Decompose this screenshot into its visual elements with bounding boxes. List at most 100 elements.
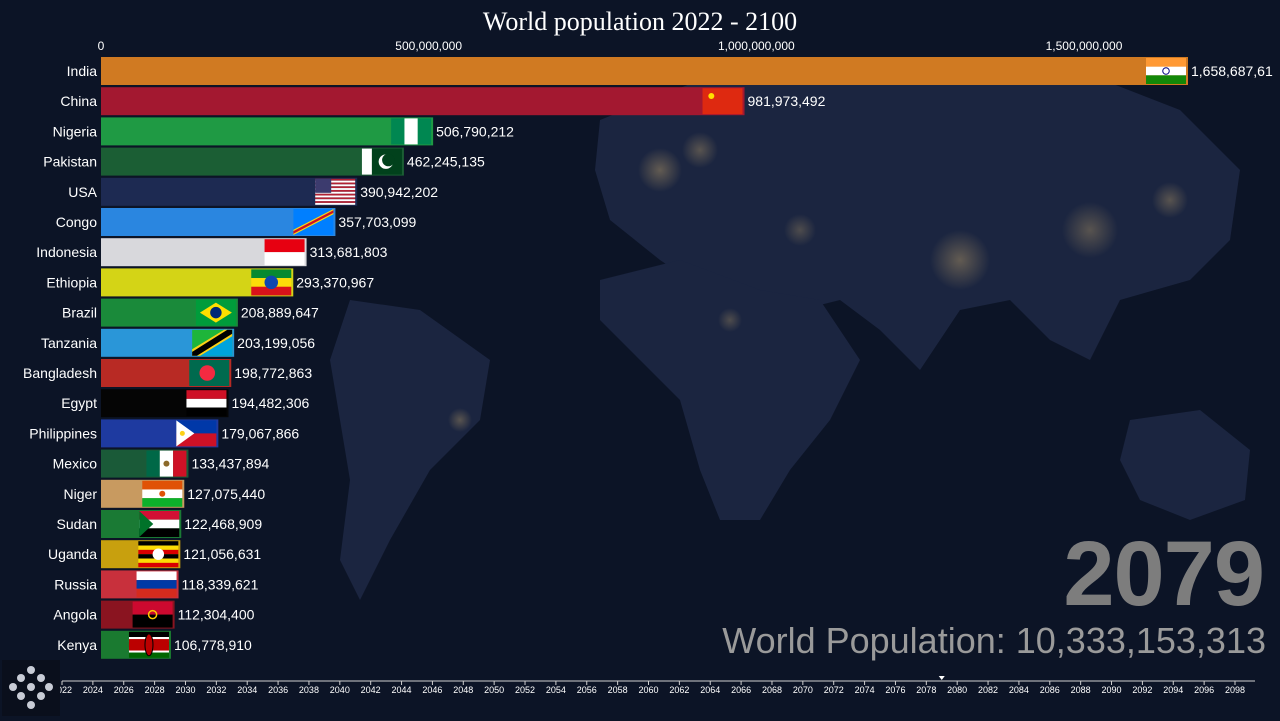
bar-row: Mexico 133,437,894	[53, 449, 270, 478]
bar-row: Tanzania 203,199,056	[41, 328, 315, 357]
timeline-tick-label: 2048	[453, 685, 473, 695]
timeline-tick-label: 2026	[114, 685, 134, 695]
bar	[101, 57, 1188, 85]
flag-china-icon	[702, 88, 743, 115]
bar-category-label: USA	[68, 184, 97, 200]
bar-category-label: Ethiopia	[46, 274, 97, 290]
timeline-tick-label: 2040	[330, 685, 350, 695]
timeline-current-marker	[938, 676, 945, 680]
bar-category-label: Uganda	[48, 546, 97, 562]
bar-value-label: 121,056,631	[183, 546, 261, 562]
bar-value-label: 203,199,056	[237, 335, 315, 351]
timeline-tick-label: 2090	[1102, 685, 1122, 695]
chart-title: World population 2022 - 2100	[483, 7, 797, 36]
flag-pakistan-icon	[361, 148, 402, 175]
timeline-tick-label: 2080	[947, 685, 967, 695]
timeline-tick-label: 2076	[885, 685, 905, 695]
flag-egypt-icon	[186, 390, 227, 417]
timeline-tick-label: 2042	[361, 685, 381, 695]
bar-row: Nigeria 506,790,212	[53, 117, 514, 146]
bar	[101, 117, 434, 146]
bar-row: Pakistan 462,245,135	[43, 147, 485, 176]
timeline-tick-label: 2084	[1009, 685, 1029, 695]
timeline-tick-label: 2096	[1194, 685, 1214, 695]
timeline-tick-label: 2068	[762, 685, 782, 695]
bar-row: Uganda 121,056,631	[48, 540, 261, 569]
timeline-tick-label: 2032	[206, 685, 226, 695]
x-tick-label: 0	[98, 39, 105, 53]
bar-row: USA 390,942,202	[68, 177, 438, 206]
bar-value-label: 390,942,202	[360, 184, 438, 200]
bar-value-label: 506,790,212	[436, 123, 514, 139]
timeline-tick-label: 2066	[731, 685, 751, 695]
timeline-tick-label: 2022	[52, 685, 72, 695]
timeline-tick-label: 2074	[855, 685, 875, 695]
bar-row: Russia 118,339,621	[54, 570, 259, 599]
bar-row: India 1,658,687,61	[67, 57, 1273, 85]
bar-row: Kenya 106,778,910	[57, 630, 252, 659]
timeline-tick-label: 2070	[793, 685, 813, 695]
flag-tanzania-icon	[192, 329, 233, 356]
flag-indonesia-icon	[264, 239, 305, 266]
timeline-tick-label: 2038	[299, 685, 319, 695]
bar-category-label: Bangladesh	[23, 365, 97, 381]
flag-sudan-icon	[139, 511, 180, 537]
timeline-tick-label: 2052	[515, 685, 535, 695]
bar-value-label: 293,370,967	[296, 274, 374, 290]
bar-value-label: 1,658,687,61	[1191, 63, 1273, 79]
flag-niger-icon	[142, 480, 183, 507]
bar-category-label: India	[67, 63, 98, 79]
bar-value-label: 179,067,866	[221, 425, 299, 441]
flag-uganda-icon	[138, 541, 179, 568]
timeline-tick-label: 2024	[83, 685, 103, 695]
flag-usa-icon	[315, 178, 356, 205]
bar-value-label: 106,778,910	[174, 637, 252, 653]
bar-value-label: 122,468,909	[184, 516, 262, 532]
bar-category-label: Mexico	[53, 456, 98, 472]
timeline-tick-label: 2056	[577, 685, 597, 695]
bar-value-label: 208,889,647	[241, 305, 319, 321]
flag-angola-icon	[132, 601, 173, 628]
flag-brazil-icon	[195, 299, 236, 326]
flag-bangladesh-icon	[189, 360, 230, 386]
bar-category-label: Angola	[53, 607, 97, 623]
channel-logo-icon	[9, 666, 53, 709]
timeline-tick-label: 2050	[484, 685, 504, 695]
timeline-tick-label: 2098	[1225, 685, 1245, 695]
timeline-tick-label: 2064	[700, 685, 720, 695]
bar-row: Philippines 179,067,866	[29, 419, 299, 448]
bar-category-label: Congo	[56, 214, 97, 230]
bar-category-label: Egypt	[61, 395, 97, 411]
flag-nigeria-icon	[391, 118, 432, 145]
timeline-tick-label: 2034	[237, 685, 257, 695]
timeline-tick-label: 2058	[608, 685, 628, 695]
bar-row: Angola 112,304,400	[53, 600, 255, 629]
bar-value-label: 127,075,440	[187, 486, 265, 502]
bar-value-label: 198,772,863	[234, 365, 312, 381]
timeline-tick-label: 2094	[1163, 685, 1183, 695]
timeline-tick-label: 2028	[145, 685, 165, 695]
timeline-tick-label: 2082	[978, 685, 998, 695]
bar-category-label: Nigeria	[53, 123, 98, 139]
bar-row: China 981,973,492	[60, 87, 826, 116]
bar-category-label: Pakistan	[43, 154, 97, 170]
bar-value-label: 112,304,400	[178, 607, 255, 623]
bar-category-label: Sudan	[57, 516, 97, 532]
flag-russia-icon	[136, 571, 177, 598]
timeline-tick-label: 2086	[1040, 685, 1060, 695]
x-tick-label: 1,000,000,000	[718, 39, 795, 53]
timeline-tick-label: 2044	[392, 685, 412, 695]
bar-row: Sudan 122,468,909	[57, 510, 262, 538]
bar-value-label: 357,703,099	[338, 214, 416, 230]
bar-row: Egypt 194,482,306	[61, 389, 310, 418]
bar-row: Congo 357,703,099	[56, 208, 416, 236]
timeline-tick-label: 2030	[175, 685, 195, 695]
timeline-tick-label: 2072	[824, 685, 844, 695]
bar-category-label: Philippines	[29, 425, 97, 441]
bar-category-label: Niger	[64, 486, 98, 502]
bar-category-label: Russia	[54, 576, 97, 592]
world-population-total: World Population: 10,333,153,313	[722, 620, 1266, 661]
x-tick-label: 1,500,000,000	[1046, 39, 1123, 53]
flag-ethiopia-icon	[251, 269, 292, 296]
